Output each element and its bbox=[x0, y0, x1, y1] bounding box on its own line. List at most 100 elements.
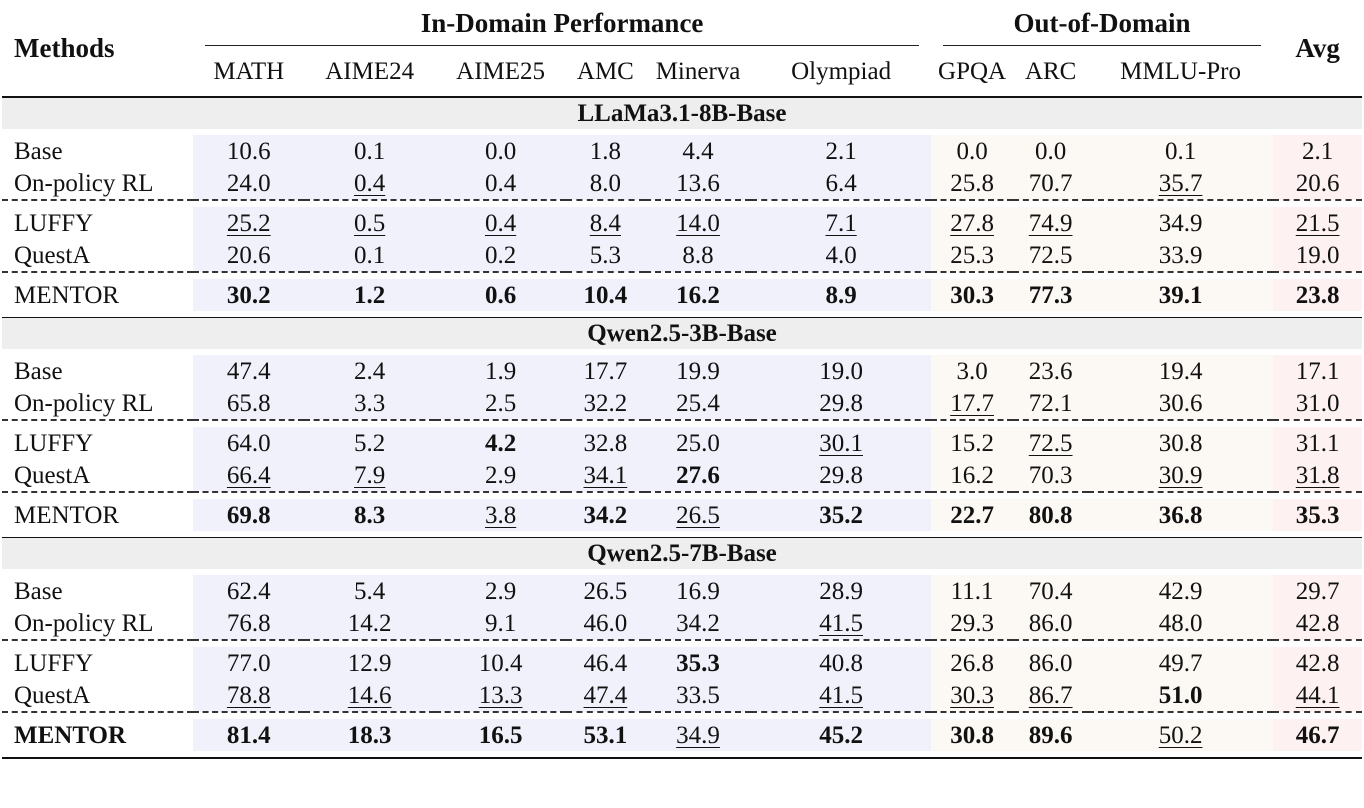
score-cell: 72.1 bbox=[1013, 387, 1088, 420]
score-cell: 25.4 bbox=[644, 387, 752, 420]
out-domain-header: Out-of-Domain bbox=[930, 0, 1274, 46]
score-cell: 34.1 bbox=[566, 459, 645, 492]
score-cell: 8.0 bbox=[566, 167, 645, 200]
score-cell: 3.3 bbox=[304, 387, 436, 420]
score-cell: 21.5 bbox=[1273, 207, 1362, 239]
avg-header: Avg bbox=[1295, 32, 1340, 63]
score-cell: 89.6 bbox=[1013, 719, 1088, 751]
score-cell: 0.0 bbox=[435, 135, 567, 167]
results-table: Methods In-Domain Performance Out-of-Dom… bbox=[2, 0, 1362, 759]
column-header-aime25: AIME25 bbox=[456, 57, 546, 85]
score-cell: 0.4 bbox=[435, 207, 567, 239]
table-row: MENTOR 30.2 1.2 0.6 10.4 16.2 8.9 30.3 77.3 39.1 2… bbox=[2, 279, 1362, 311]
column-header-olympiad: Olympiad bbox=[791, 57, 892, 85]
score-cell: 48.0 bbox=[1087, 607, 1274, 640]
score-cell: 10.4 bbox=[566, 279, 645, 311]
score-cell: 0.5 bbox=[304, 207, 436, 239]
score-cell: 29.3 bbox=[930, 607, 1014, 640]
score-cell: 19.0 bbox=[751, 355, 931, 387]
score-cell: 1.9 bbox=[435, 355, 567, 387]
score-cell: 36.8 bbox=[1087, 499, 1274, 531]
table-row: QuestA 78.8 14.6 13.3 47.4 33.5 41.5 30.3 86.7 51… bbox=[2, 679, 1362, 712]
table-row: QuestA 20.6 0.1 0.2 5.3 8.8 4.0 25.3 72.5 33.9 19.… bbox=[2, 239, 1362, 272]
score-cell: 70.4 bbox=[1013, 575, 1088, 607]
score-cell: 77.3 bbox=[1013, 279, 1088, 311]
score-cell: 2.4 bbox=[304, 355, 436, 387]
score-cell: 24.0 bbox=[193, 167, 305, 200]
score-cell: 31.8 bbox=[1273, 459, 1362, 492]
score-cell: 72.5 bbox=[1013, 239, 1088, 272]
score-cell: 69.8 bbox=[193, 499, 305, 531]
score-cell: 1.8 bbox=[566, 135, 645, 167]
score-cell: 81.4 bbox=[193, 719, 305, 751]
section-title: Qwen2.5-3B-Base bbox=[2, 317, 1362, 349]
score-cell: 65.8 bbox=[193, 387, 305, 420]
score-cell: 26.8 bbox=[930, 647, 1014, 679]
table-row: On-policy RL 24.0 0.4 0.4 8.0 13.6 6.4 25.8 70.7… bbox=[2, 167, 1362, 200]
score-cell: 2.9 bbox=[435, 459, 567, 492]
score-cell: 14.0 bbox=[644, 207, 752, 239]
method-name: LUFFY bbox=[14, 209, 94, 237]
score-cell: 17.1 bbox=[1273, 355, 1362, 387]
score-cell: 7.9 bbox=[304, 459, 436, 492]
score-cell: 2.1 bbox=[751, 135, 931, 167]
score-cell: 46.7 bbox=[1273, 719, 1362, 751]
score-cell: 5.2 bbox=[304, 427, 436, 459]
score-cell: 29.7 bbox=[1273, 575, 1362, 607]
method-name: QuestA bbox=[14, 241, 91, 269]
score-cell: 46.4 bbox=[566, 647, 645, 679]
score-cell: 86.0 bbox=[1013, 647, 1088, 679]
score-cell: 0.6 bbox=[435, 279, 567, 311]
score-cell: 30.3 bbox=[930, 279, 1014, 311]
score-cell: 25.3 bbox=[930, 239, 1014, 272]
score-cell: 51.0 bbox=[1087, 679, 1274, 712]
table-row: Base 10.6 0.1 0.0 1.8 4.4 2.1 0.0 0.0 0.1 2.1 bbox=[2, 135, 1362, 167]
score-cell: 35.7 bbox=[1087, 167, 1274, 200]
score-cell: 33.5 bbox=[644, 679, 752, 712]
score-cell: 44.1 bbox=[1273, 679, 1362, 712]
score-cell: 30.9 bbox=[1087, 459, 1274, 492]
score-cell: 19.4 bbox=[1087, 355, 1274, 387]
score-cell: 25.8 bbox=[930, 167, 1014, 200]
section-title: LLaMa3.1-8B-Base bbox=[2, 96, 1362, 129]
score-cell: 31.1 bbox=[1273, 427, 1362, 459]
score-cell: 41.5 bbox=[751, 607, 931, 640]
score-cell: 50.2 bbox=[1087, 719, 1274, 751]
score-cell: 3.0 bbox=[930, 355, 1014, 387]
score-cell: 0.4 bbox=[304, 167, 436, 200]
score-cell: 26.5 bbox=[566, 575, 645, 607]
score-cell: 18.3 bbox=[304, 719, 436, 751]
score-cell: 8.4 bbox=[566, 207, 645, 239]
score-cell: 0.1 bbox=[304, 239, 436, 272]
score-cell: 34.2 bbox=[644, 607, 752, 640]
score-cell: 2.9 bbox=[435, 575, 567, 607]
score-cell: 8.3 bbox=[304, 499, 436, 531]
score-cell: 6.4 bbox=[751, 167, 931, 200]
score-cell: 49.7 bbox=[1087, 647, 1274, 679]
score-cell: 0.2 bbox=[435, 239, 567, 272]
score-cell: 78.8 bbox=[193, 679, 305, 712]
method-name: QuestA bbox=[14, 681, 91, 709]
table-row: LUFFY 64.0 5.2 4.2 32.8 25.0 30.1 15.2 72.5 30.8 3… bbox=[2, 427, 1362, 459]
score-cell: 42.8 bbox=[1273, 647, 1362, 679]
score-cell: 29.8 bbox=[751, 387, 931, 420]
method-name: Base bbox=[14, 137, 63, 165]
column-header-amc: AMC bbox=[576, 57, 634, 85]
table-row: QuestA 66.4 7.9 2.9 34.1 27.6 29.8 16.2 70.3 30.9… bbox=[2, 459, 1362, 492]
score-cell: 20.6 bbox=[193, 239, 305, 272]
table-row: LUFFY 25.2 0.5 0.4 8.4 14.0 7.1 27.8 74.9 34.9 21.… bbox=[2, 207, 1362, 239]
score-cell: 1.2 bbox=[304, 279, 436, 311]
score-cell: 30.8 bbox=[1087, 427, 1274, 459]
table-row: Base 62.4 5.4 2.9 26.5 16.9 28.9 11.1 70.4 42.9 29… bbox=[2, 575, 1362, 607]
table-row: MENTOR 81.4 18.3 16.5 53.1 34.9 45.2 30.8 89.6 50… bbox=[2, 719, 1362, 751]
score-cell: 0.0 bbox=[930, 135, 1014, 167]
score-cell: 40.8 bbox=[751, 647, 931, 679]
method-name: Base bbox=[14, 577, 63, 605]
score-cell: 2.5 bbox=[435, 387, 567, 420]
score-cell: 22.7 bbox=[930, 499, 1014, 531]
score-cell: 86.7 bbox=[1013, 679, 1088, 712]
score-cell: 47.4 bbox=[566, 679, 645, 712]
column-header-math: MATH bbox=[213, 57, 285, 85]
score-cell: 12.9 bbox=[304, 647, 436, 679]
score-cell: 5.3 bbox=[566, 239, 645, 272]
